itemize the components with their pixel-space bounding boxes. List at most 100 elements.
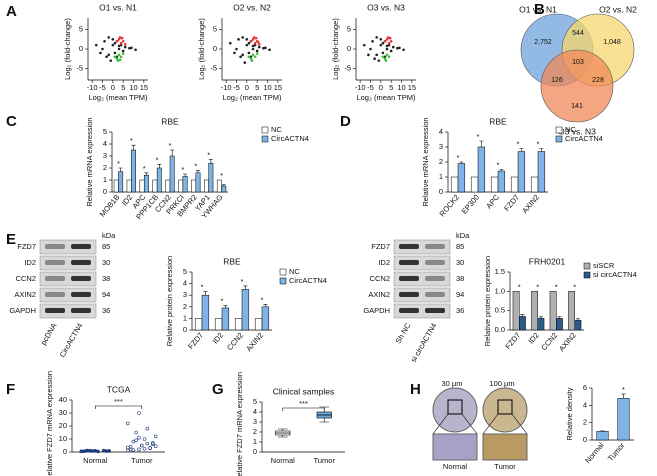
- y-tick-label: 1: [439, 172, 443, 181]
- significance-bracket: [282, 407, 325, 411]
- panel-letter: E: [6, 231, 16, 248]
- bar: [216, 179, 222, 193]
- zoom-line: [482, 413, 499, 435]
- point: [233, 51, 236, 55]
- x-axis-label: Log₂ (mean TPM): [222, 93, 282, 102]
- point: [385, 53, 389, 57]
- protein-label: CCN2: [16, 274, 36, 283]
- point: [247, 41, 251, 45]
- y-tick-label: 1: [253, 437, 257, 446]
- point: [396, 46, 399, 50]
- x-tick-label: FZD7: [502, 193, 521, 213]
- point: [387, 55, 391, 59]
- point: [388, 36, 392, 40]
- bar: [568, 291, 576, 331]
- x-tick-label: 0: [245, 83, 249, 92]
- legend-label: CircACTN4: [271, 134, 309, 143]
- point: [107, 36, 110, 39]
- bar: [450, 176, 459, 193]
- protein-label: AXIN2: [368, 290, 390, 299]
- bar: [182, 176, 188, 193]
- significance: *: [201, 283, 204, 292]
- bar: [169, 155, 175, 193]
- x-tick-label: 5: [389, 83, 393, 92]
- point: [121, 49, 125, 53]
- chart-title: RBE: [489, 116, 507, 126]
- venn: [520, 13, 635, 123]
- x-tick-label: CCN2: [539, 331, 559, 352]
- x-tick-label: 15: [140, 83, 148, 92]
- venn-count: 544: [572, 30, 584, 37]
- point: [228, 41, 232, 45]
- bar: [470, 176, 479, 193]
- point: [247, 55, 251, 59]
- point: [249, 55, 253, 59]
- zoom-tumor: [482, 433, 528, 461]
- significance: *: [261, 295, 264, 304]
- y-tick-label: 0: [347, 44, 351, 53]
- point: [367, 53, 370, 57]
- venn-count: 2,752: [534, 39, 552, 46]
- venn-count: 126: [551, 77, 563, 84]
- point: [153, 434, 158, 439]
- y-tick-label: -5: [344, 63, 351, 72]
- point: [253, 43, 257, 47]
- point: [237, 38, 240, 41]
- significance: *: [156, 155, 159, 164]
- x-tick-label: AXIN2: [557, 331, 578, 353]
- point: [247, 51, 251, 55]
- blot-band: [399, 308, 419, 313]
- error-bar: [157, 164, 162, 168]
- point: [115, 57, 119, 60]
- blot-band: [45, 244, 65, 249]
- x-tick-label: -10: [355, 83, 366, 92]
- x-tick-label: AXIN2: [244, 331, 265, 353]
- blot-strip: [39, 239, 97, 255]
- bar: [113, 179, 119, 193]
- y-tick-label: 20: [59, 421, 67, 430]
- significance: *: [536, 282, 539, 291]
- point: [253, 55, 257, 59]
- point: [250, 59, 254, 62]
- kda-label: 85: [102, 242, 110, 251]
- significance: *: [241, 277, 244, 286]
- point: [119, 43, 123, 47]
- blot-strip: [393, 287, 451, 303]
- legend-label: NC: [565, 125, 576, 134]
- venn-count: 103: [572, 59, 584, 66]
- x-tick-label: ID2: [526, 331, 540, 346]
- venn-count: 1,048: [603, 39, 621, 46]
- point: [139, 443, 144, 448]
- significance: *: [194, 161, 197, 170]
- kda-label: 30: [456, 258, 464, 267]
- x-tick-label: MOB1B: [98, 193, 122, 219]
- significance: *: [477, 132, 480, 141]
- bar: [208, 162, 214, 193]
- significance: ***: [299, 399, 308, 408]
- significance: *: [497, 160, 500, 169]
- y-tick-label: 1: [103, 175, 107, 184]
- blot-band: [399, 292, 419, 297]
- point: [117, 38, 121, 41]
- x-tick-label: 0: [111, 83, 115, 92]
- point: [130, 46, 133, 50]
- y-axis-label: Relative mRNA expression: [421, 117, 430, 206]
- point: [131, 439, 136, 444]
- point: [381, 51, 385, 55]
- point: [117, 44, 121, 48]
- y-tick-label: 4: [583, 400, 587, 409]
- x-tick-label: -5: [99, 83, 106, 92]
- error-bar: [519, 148, 524, 152]
- point: [151, 442, 155, 447]
- bar: [457, 163, 466, 193]
- legend-label: CircACTN4: [565, 134, 603, 143]
- blot-band: [425, 292, 445, 297]
- chart-title: Clinical samples: [273, 386, 334, 396]
- x-tick-label: EP300: [460, 193, 481, 216]
- kda-label: 85: [456, 242, 464, 251]
- legend-swatch: [261, 135, 269, 143]
- panel-letter: A: [6, 3, 17, 20]
- kda-label: 94: [456, 290, 464, 299]
- error-bar: [144, 172, 149, 176]
- point: [398, 46, 401, 50]
